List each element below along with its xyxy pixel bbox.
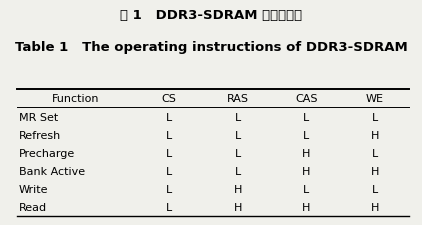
Text: H: H xyxy=(371,130,379,140)
Text: Read: Read xyxy=(19,202,47,212)
Text: CAS: CAS xyxy=(295,94,318,104)
Text: L: L xyxy=(303,130,309,140)
Text: H: H xyxy=(302,166,311,176)
Text: L: L xyxy=(235,112,241,122)
Text: L: L xyxy=(166,148,172,158)
Text: Function: Function xyxy=(52,94,100,104)
Text: L: L xyxy=(372,148,378,158)
Text: H: H xyxy=(302,148,311,158)
Text: Bank Active: Bank Active xyxy=(19,166,85,176)
Text: L: L xyxy=(166,202,172,212)
Text: CS: CS xyxy=(162,94,176,104)
Text: L: L xyxy=(372,184,378,194)
Text: L: L xyxy=(166,112,172,122)
Text: L: L xyxy=(235,130,241,140)
Text: Write: Write xyxy=(19,184,49,194)
Text: Refresh: Refresh xyxy=(19,130,61,140)
Text: H: H xyxy=(233,184,242,194)
Text: L: L xyxy=(235,148,241,158)
Text: Precharge: Precharge xyxy=(19,148,75,158)
Text: RAS: RAS xyxy=(227,94,249,104)
Text: L: L xyxy=(372,112,378,122)
Text: L: L xyxy=(303,184,309,194)
Text: H: H xyxy=(371,202,379,212)
Text: L: L xyxy=(166,166,172,176)
Text: H: H xyxy=(302,202,311,212)
Text: L: L xyxy=(166,184,172,194)
Text: Table 1   The operating instructions of DDR3-SDRAM: Table 1 The operating instructions of DD… xyxy=(15,40,407,54)
Text: L: L xyxy=(166,130,172,140)
Text: H: H xyxy=(371,166,379,176)
Text: L: L xyxy=(303,112,309,122)
Text: MR Set: MR Set xyxy=(19,112,58,122)
Text: H: H xyxy=(233,202,242,212)
Text: WE: WE xyxy=(366,94,384,104)
Text: L: L xyxy=(235,166,241,176)
Text: 表 1   DDR3-SDRAM 的操作指令: 表 1 DDR3-SDRAM 的操作指令 xyxy=(120,9,302,22)
